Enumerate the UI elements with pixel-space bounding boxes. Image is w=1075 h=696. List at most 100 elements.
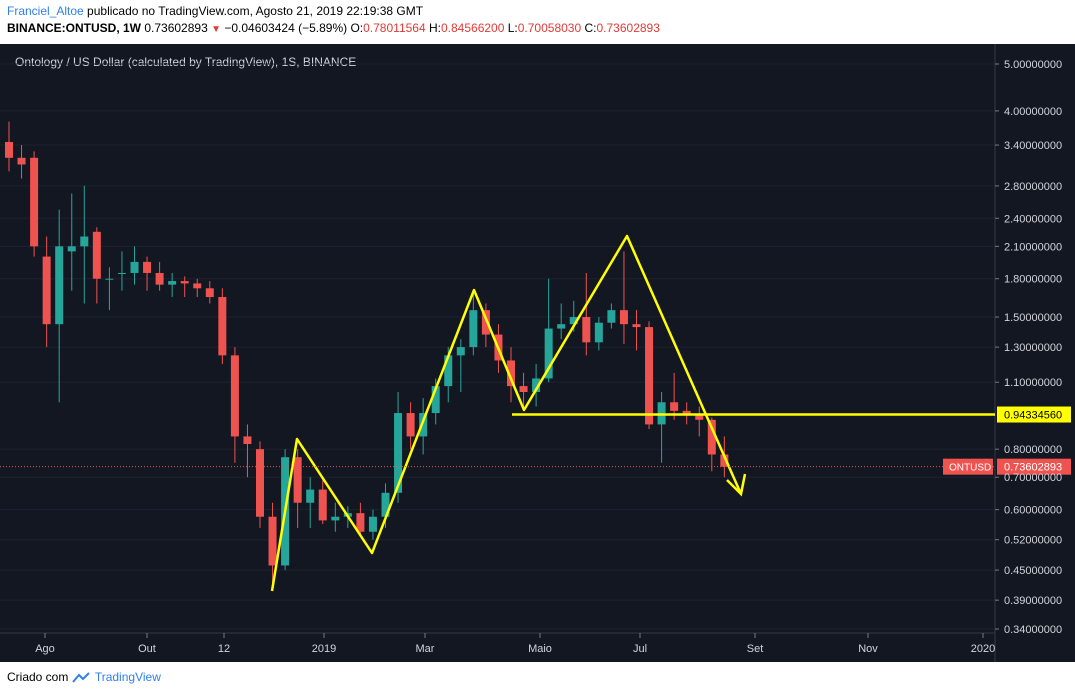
y-tick-label: 0.52000000 xyxy=(1004,535,1062,547)
last-price: 0.73602893 xyxy=(144,21,208,35)
candle-down xyxy=(193,283,202,289)
x-tick-label: Out xyxy=(138,643,156,655)
publish-info: Franciel_Altoe publicado no TradingView.… xyxy=(7,4,423,18)
candle-down xyxy=(645,327,654,425)
y-tick-label: 1.10000000 xyxy=(1004,377,1062,389)
candle-down xyxy=(218,297,227,356)
symbol-label: BINANCE:ONTUSD, 1W xyxy=(7,21,141,35)
y-tick-label: 2.80000000 xyxy=(1004,181,1062,193)
candle-up xyxy=(456,347,465,356)
author-link[interactable]: Franciel_Altoe xyxy=(7,4,84,18)
y-tick-label: 0.45000000 xyxy=(1004,565,1062,577)
candle-down xyxy=(720,454,729,467)
candle-up xyxy=(607,310,616,323)
high-label: H: xyxy=(428,21,441,35)
x-tick-label: Ago xyxy=(35,643,55,655)
y-tick-label: 0.60000000 xyxy=(1004,505,1062,517)
candle-down xyxy=(143,261,152,273)
tradingview-logo-icon xyxy=(71,672,90,683)
candle-down xyxy=(707,419,716,455)
candle-down xyxy=(42,256,51,325)
candle-down xyxy=(243,436,252,444)
candle-up xyxy=(469,310,478,348)
candle-up xyxy=(117,272,126,274)
y-tick-label: 0.39000000 xyxy=(1004,595,1062,607)
price-change: −0.04603424 (−5.89%) xyxy=(224,21,348,35)
candle-up xyxy=(80,236,89,247)
y-tick-label: 5.00000000 xyxy=(1004,59,1062,71)
price-axis[interactable]: 5.00000000 4.00000000 3.40000000 2.80000000… xyxy=(995,59,1062,636)
low-value: 0.70058030 xyxy=(517,21,582,35)
open-label: O: xyxy=(350,21,364,35)
candle-up xyxy=(368,516,377,532)
symbol-tag-label: ONTUSD xyxy=(949,463,991,474)
tradingview-brand-link[interactable]: TradingView xyxy=(94,670,161,684)
x-tick-label: 12 xyxy=(218,643,230,655)
candle-down xyxy=(695,415,704,420)
candle-down xyxy=(670,402,679,411)
candle-up xyxy=(306,489,315,503)
candle-down xyxy=(682,410,691,416)
candle-down xyxy=(318,489,327,521)
price-chart[interactable]: Ontology / US Dollar (calculated by Trad… xyxy=(0,44,1075,662)
candle-down xyxy=(406,413,415,437)
x-tick-label: Set xyxy=(747,643,764,655)
candle-up xyxy=(569,317,578,325)
candle-up xyxy=(431,386,440,414)
candle-up xyxy=(331,516,340,521)
candle-up xyxy=(67,246,76,252)
candle-down xyxy=(582,317,591,343)
y-tick-label: 1.80000000 xyxy=(1004,274,1062,286)
y-tick-label: 0.34000000 xyxy=(1004,624,1062,636)
open-value: 0.78011564 xyxy=(363,21,426,35)
candle-up xyxy=(557,324,566,329)
candle-down xyxy=(230,355,239,437)
candle-up xyxy=(168,281,177,285)
low-label: L: xyxy=(507,21,518,35)
y-tick-label: 0.70000000 xyxy=(1004,472,1062,484)
y-tick-label: 2.10000000 xyxy=(1004,241,1062,253)
candle-up xyxy=(594,322,603,343)
candle-down xyxy=(507,360,515,387)
candle-down xyxy=(256,449,264,517)
down-triangle-icon: ▼ xyxy=(211,24,221,35)
support-price-label: 0.94334560 xyxy=(1004,410,1062,422)
candle-down xyxy=(632,324,641,328)
candle-down xyxy=(519,386,528,393)
down-arrow-icon xyxy=(726,473,747,497)
close-value: 0.73602893 xyxy=(596,21,660,35)
symbol-tag xyxy=(943,458,993,475)
last-price-label: 0.73602893 xyxy=(1004,462,1062,474)
candle-down xyxy=(481,310,490,335)
x-tick-label: Maio xyxy=(528,643,552,655)
time-axis[interactable]: Ago Out 12 2019 Mar Maio Jul Set Nov 2020 xyxy=(35,633,995,655)
candle-up xyxy=(419,413,428,437)
y-tick-label: 1.30000000 xyxy=(1004,342,1062,354)
y-tick-label: 1.50000000 xyxy=(1004,312,1062,324)
candle-up xyxy=(532,378,541,393)
support-price-tag xyxy=(997,406,1071,423)
x-tick-label: Jul xyxy=(633,643,647,655)
high-value: 0.84566200 xyxy=(440,21,505,35)
y-tick-label: 0.80000000 xyxy=(1004,444,1062,456)
candle-down xyxy=(268,516,277,566)
symbol-ohlc-line: BINANCE:ONTUSD, 1W 0.73602893 ▼ −0.04603… xyxy=(7,21,660,35)
candle-down xyxy=(619,310,628,325)
candle-down xyxy=(293,457,302,503)
x-tick-label: 2019 xyxy=(312,643,336,655)
x-tick-label: Mar xyxy=(416,643,435,655)
candle-down xyxy=(30,157,39,247)
y-tick-label: 3.40000000 xyxy=(1004,140,1062,152)
candle-up xyxy=(130,261,139,273)
grid xyxy=(0,63,995,630)
candle-up xyxy=(55,246,64,325)
y-tick-label: 2.40000000 xyxy=(1004,213,1062,225)
chart-title: Ontology / US Dollar (calculated by Trad… xyxy=(15,55,356,69)
x-tick-label: 2020 xyxy=(971,643,995,655)
candle-down xyxy=(180,281,189,284)
last-price-tag xyxy=(997,458,1071,475)
candle-up xyxy=(544,328,553,379)
candle-down xyxy=(17,157,26,165)
candle-down xyxy=(155,272,164,285)
annotations-layer: 0.94334560 ONTUSD 0.73602893 xyxy=(0,234,1071,592)
